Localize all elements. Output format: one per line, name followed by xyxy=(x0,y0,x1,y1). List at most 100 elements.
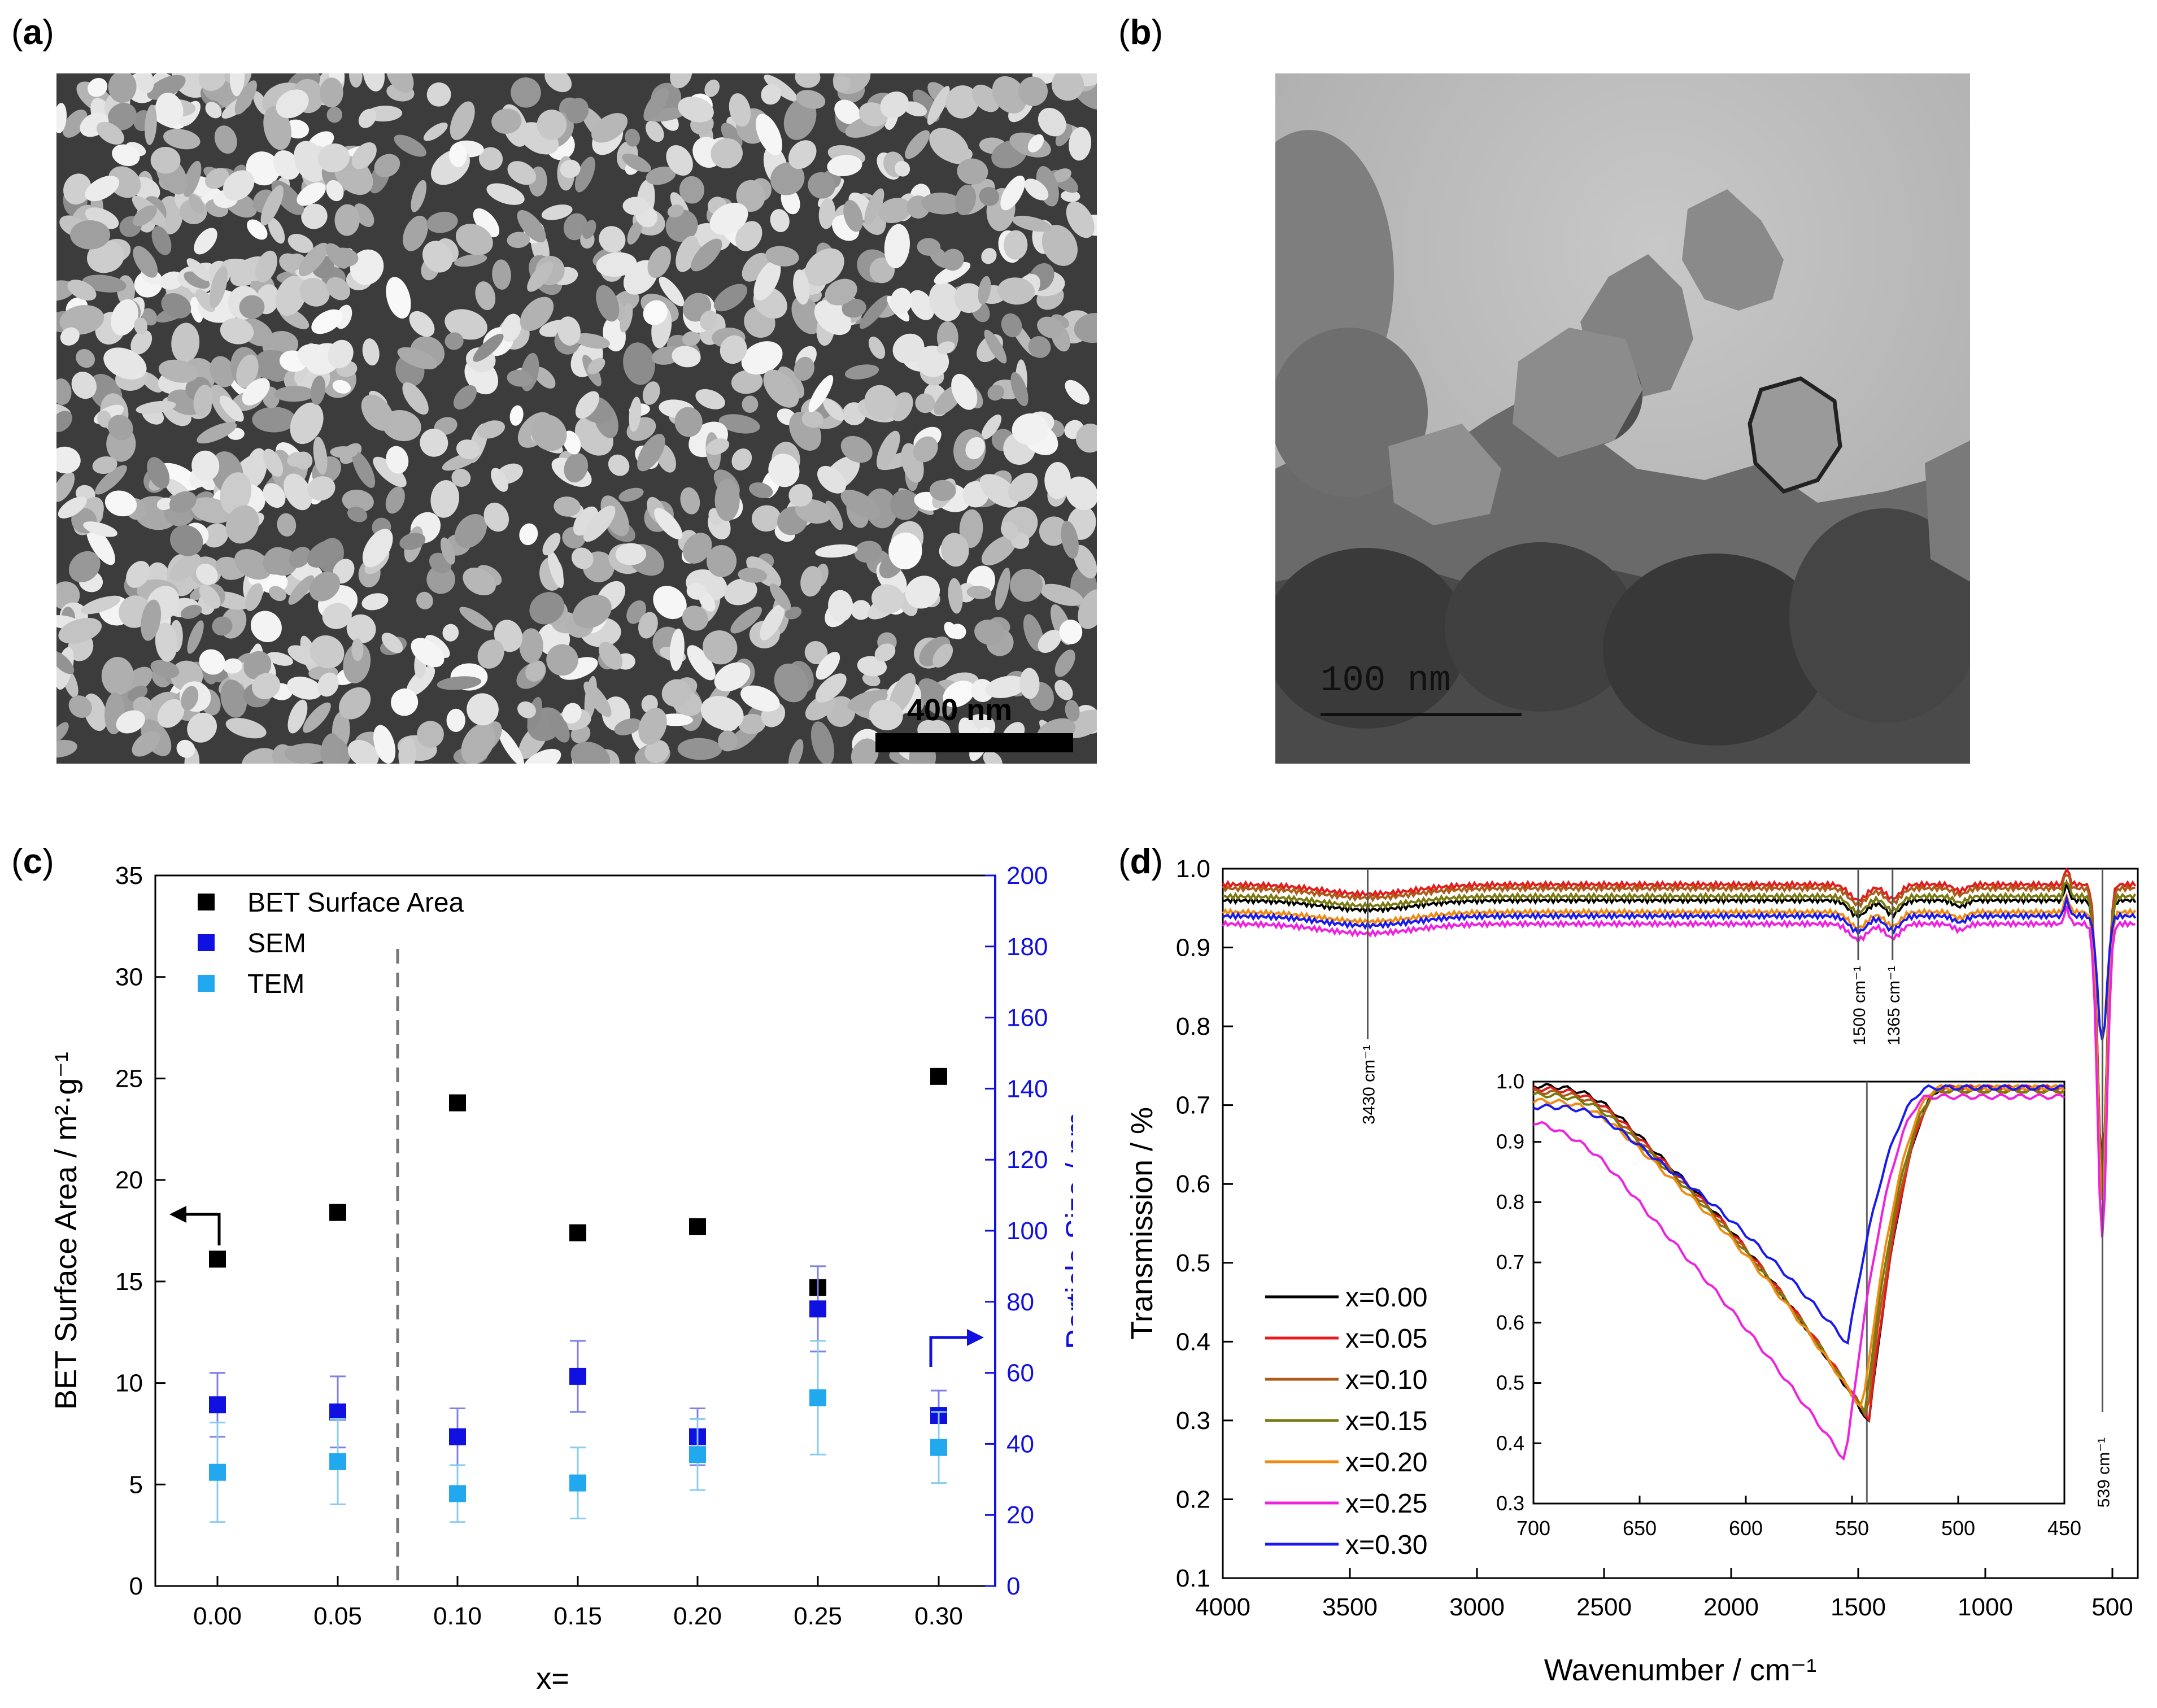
legend-marker xyxy=(198,975,215,992)
spectrum-line xyxy=(1222,873,2136,1187)
inset-y-tick-label: 0.3 xyxy=(1496,1492,1524,1515)
data-point xyxy=(209,1396,226,1414)
x-tick-label-d: 3500 xyxy=(1322,1593,1378,1621)
data-point xyxy=(930,1439,947,1456)
right-tick-label: 0 xyxy=(1006,1572,1020,1600)
data-point xyxy=(689,1446,706,1463)
x-axis-title: x= xyxy=(536,1662,569,1696)
sem-scale-label: 400 nm xyxy=(907,693,1013,727)
y-axis-title-d: Transmission / % xyxy=(1125,1107,1159,1340)
right-tick-label: 180 xyxy=(1006,933,1048,961)
data-point xyxy=(809,1389,826,1406)
tem-micrograph: 100 nm xyxy=(1275,73,1970,764)
left-axis-arrow xyxy=(175,1213,221,1245)
data-point xyxy=(449,1094,466,1112)
x-axis-title-d: Wavenumber / cm⁻¹ xyxy=(1544,1653,1817,1687)
sem-grains xyxy=(56,73,1097,764)
x-tick-label-d: 3000 xyxy=(1449,1593,1505,1621)
data-point xyxy=(329,1403,346,1421)
left-tick-label: 5 xyxy=(129,1471,143,1498)
inset-x-tick-label: 600 xyxy=(1729,1517,1763,1540)
data-point xyxy=(569,1224,586,1241)
right-tick-label: 120 xyxy=(1006,1146,1048,1174)
left-tick-label: 20 xyxy=(115,1166,143,1194)
y-axis-title-left: BET Surface Area / m²·g⁻¹ xyxy=(49,1052,83,1410)
inset-y-tick-label: 0.9 xyxy=(1496,1130,1524,1153)
inset-spectrum-line xyxy=(1532,1084,2065,1409)
x-tick-label-d: 2500 xyxy=(1576,1593,1632,1621)
tem-texture xyxy=(1275,73,1970,764)
inset-x-tick-label: 700 xyxy=(1517,1517,1550,1540)
right-tick-label: 40 xyxy=(1006,1430,1034,1458)
y-tick-label-d: 0.8 xyxy=(1176,1013,1210,1040)
right-tick-label: 100 xyxy=(1006,1217,1048,1245)
legend-label: TEM xyxy=(247,969,304,999)
x-tick-label-d: 1500 xyxy=(1831,1593,1886,1621)
series-bet-surface-area xyxy=(209,1068,947,1296)
x-tick-label-d: 4000 xyxy=(1195,1593,1250,1621)
right-tick-label: 20 xyxy=(1006,1501,1034,1529)
sem-texture xyxy=(56,73,1097,764)
legend-marker xyxy=(198,934,215,951)
left-tick-label: 0 xyxy=(129,1572,143,1600)
legend-label: x=0.05 xyxy=(1345,1324,1427,1354)
tem-scale-bar xyxy=(1321,713,1522,716)
inset-x-tick-label: 650 xyxy=(1623,1517,1657,1540)
spectrum-line xyxy=(1222,880,2137,1195)
right-tick-label: 200 xyxy=(1006,862,1048,890)
inset-y-tick-label: 0.5 xyxy=(1496,1371,1524,1395)
x-tick-label: 0.00 xyxy=(193,1602,242,1630)
legend-label: BET Surface Area xyxy=(247,888,464,918)
inset-frame xyxy=(1532,1080,2066,1505)
annotation-label: 3430 cm⁻¹ xyxy=(1360,1045,1379,1125)
panel-label-a: (a) xyxy=(11,13,54,52)
panel-label-c: (c) xyxy=(11,842,54,881)
spectrum-line xyxy=(1222,894,2137,1040)
x-tick-label: 0.15 xyxy=(554,1602,602,1630)
data-point xyxy=(569,1474,586,1492)
x-tick-label: 0.30 xyxy=(914,1602,963,1630)
x-tick-label: 0.20 xyxy=(673,1602,722,1630)
inset-y-tick-label: 0.6 xyxy=(1496,1311,1524,1334)
legend-label: x=0.10 xyxy=(1345,1365,1427,1395)
legend-label: x=0.20 xyxy=(1345,1448,1427,1478)
panel-label-b: (b) xyxy=(1118,13,1164,52)
data-point xyxy=(809,1300,826,1318)
right-tick-label: 80 xyxy=(1006,1288,1034,1316)
inset-x-tick-label: 550 xyxy=(1835,1517,1869,1540)
left-tick-label: 10 xyxy=(115,1370,143,1397)
spectrum-line xyxy=(1222,879,2137,1167)
x-tick-label: 0.10 xyxy=(433,1602,482,1630)
data-point xyxy=(449,1428,466,1445)
y-tick-label-d: 0.7 xyxy=(1176,1092,1210,1119)
data-point xyxy=(569,1367,586,1385)
chart-d: 0.1 0.2 0.3 0.4 0.5 0.6 0.7 0.8 0.9 1.0 4000 3500 30… xyxy=(1125,855,2139,1687)
left-tick-label: 25 xyxy=(115,1065,143,1092)
left-tick-label: 30 xyxy=(115,964,143,991)
legend-label: x=0.25 xyxy=(1345,1489,1427,1519)
x-tick-label-d: 1000 xyxy=(1958,1593,2013,1621)
inset-y-tick-label: 0.4 xyxy=(1496,1431,1524,1454)
spectrum-line xyxy=(1222,905,2136,1238)
legend-label: x=0.15 xyxy=(1345,1406,1427,1436)
right-axis-arrowhead xyxy=(967,1329,984,1346)
legend: BET Surface Area SEM TEM xyxy=(198,888,464,999)
spectrum-line xyxy=(1222,892,2137,1200)
data-point xyxy=(209,1250,226,1268)
right-tick-label: 160 xyxy=(1006,1004,1048,1032)
inset-x-tick-label: 450 xyxy=(2047,1517,2081,1540)
data-point xyxy=(930,1068,947,1085)
data-point xyxy=(209,1463,226,1481)
panel-label-d: (d) xyxy=(1118,842,1164,881)
data-point xyxy=(689,1218,706,1235)
legend-label: SEM xyxy=(247,929,306,958)
y-axis-title-right: Particle Size / nm xyxy=(1060,1112,1073,1349)
right-tick-label: 140 xyxy=(1006,1075,1048,1103)
left-tick-label: 35 xyxy=(115,862,143,890)
y-tick-label-d: 1.0 xyxy=(1176,855,1210,883)
right-tick-label: 60 xyxy=(1006,1360,1034,1387)
inset-chart: 0.3 0.4 0.5 0.6 0.7 0.8 0.9 1.0 700 650 600 550 500 4… xyxy=(1496,1070,2081,1540)
y-tick-label-d: 0.2 xyxy=(1176,1485,1210,1513)
inset-y-tick-label: 1.0 xyxy=(1496,1070,1524,1093)
inset-spectrum-line xyxy=(1533,1084,2065,1345)
